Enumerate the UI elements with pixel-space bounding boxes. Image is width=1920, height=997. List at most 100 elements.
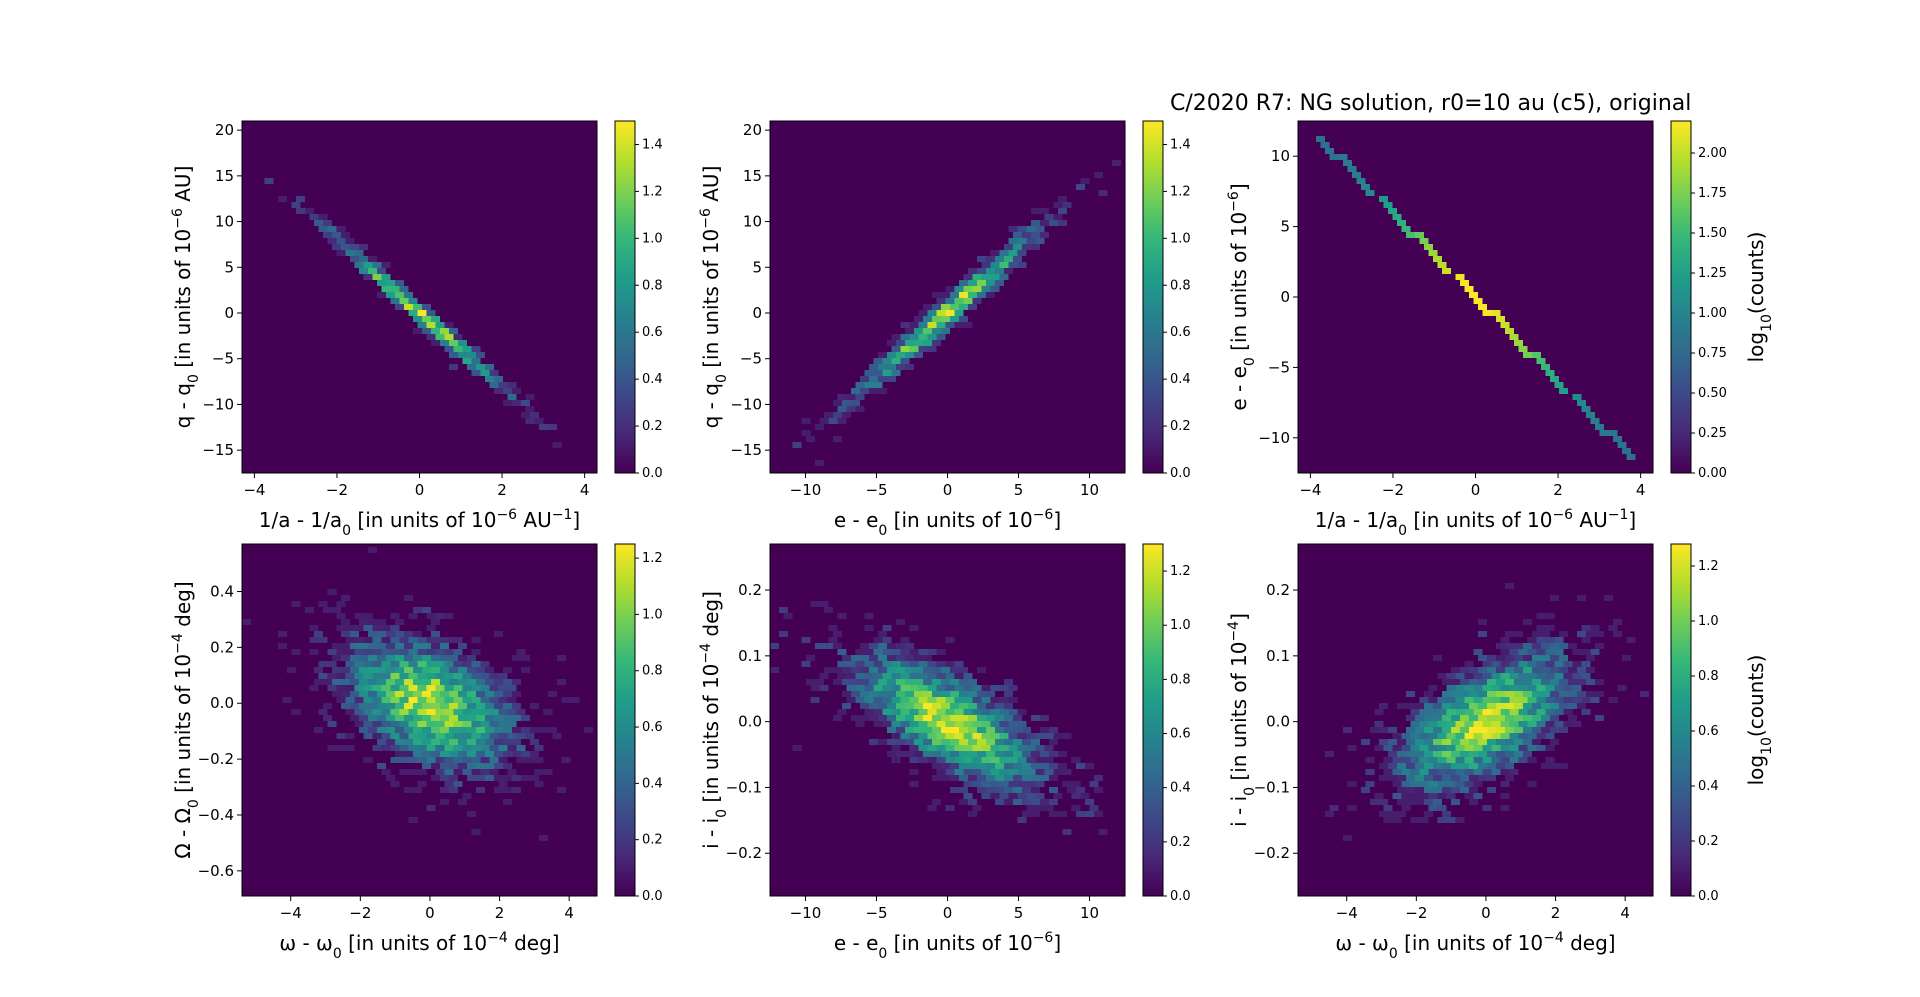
hexbin-cell [404, 595, 413, 601]
hexbin-cell [372, 274, 382, 280]
hexbin-cell [1424, 739, 1433, 745]
hexbin-cell [494, 703, 503, 709]
hexbin-cell [1505, 655, 1514, 661]
hexbin-cell [480, 370, 490, 376]
hexbin-cell [1017, 757, 1027, 763]
hexbin-cell [1541, 667, 1550, 673]
hexbin-cell [936, 697, 946, 703]
hexbin-cell [1410, 781, 1420, 787]
hexbin-cell [1442, 715, 1451, 721]
hexbin-cell [1478, 775, 1487, 781]
hexbin-cell [372, 661, 382, 667]
hexbin-cell [1085, 811, 1094, 817]
hexbin-cell [1518, 661, 1528, 667]
hexbin-cell [462, 793, 472, 799]
hexbin-cell [977, 739, 986, 745]
hexbin-cell [945, 733, 955, 739]
hexbin-cell [530, 739, 539, 745]
hexbin-cell [1406, 691, 1415, 697]
hexbin-cell [417, 649, 427, 655]
hexbin-cell [882, 625, 892, 631]
hexbin-cell [1572, 661, 1582, 667]
hexbin-cell [1464, 661, 1474, 667]
hexbin-cell [1442, 787, 1451, 793]
hexbin-cell [480, 697, 490, 703]
hexbin-cell [968, 268, 977, 274]
hexbin-cell [1058, 196, 1067, 202]
hexbin-cell [426, 673, 436, 679]
hexbin-cell [390, 661, 400, 667]
hexbin-cell [1067, 787, 1076, 793]
hexbin-cell [444, 637, 454, 643]
hexbin-cell [318, 214, 328, 220]
hexbin-cell [449, 655, 458, 661]
hexbin-cell [963, 709, 973, 715]
hexbin-cell [426, 322, 436, 328]
hexbin-cell [905, 340, 914, 346]
hexbin-cell [1424, 727, 1433, 733]
hexbin-cell [864, 673, 874, 679]
colorbar-label: log10(counts) [1744, 232, 1775, 363]
hexbin-cell [882, 709, 892, 715]
hexbin-cell [435, 685, 445, 691]
hexbin-cell [1563, 673, 1573, 679]
hexbin-cell [819, 418, 829, 424]
hexbin-cell [1049, 763, 1058, 769]
hexbin-cell [1514, 340, 1523, 346]
hexbin-cell [918, 697, 928, 703]
hexbin-cell [1559, 643, 1568, 649]
hexbin-cell [498, 781, 508, 787]
hexbin-cell [927, 709, 937, 715]
hexbin-cell [1460, 763, 1469, 769]
y-tick-label: 5 [1280, 218, 1290, 236]
hexbin-cell [995, 256, 1004, 262]
hexbin-cell [887, 679, 896, 685]
x-tick-label: 10 [1080, 904, 1099, 922]
hexbin-cell [1563, 661, 1573, 667]
hexbin-cell [1545, 637, 1555, 643]
hexbin-cell [1437, 769, 1447, 775]
hexbin-cell [377, 619, 386, 625]
hexbin-cell [1563, 721, 1573, 727]
hexbin-cell [444, 673, 454, 679]
hexbin-cell [458, 799, 467, 805]
hexbin-cell [864, 697, 874, 703]
hexbin-cell [408, 769, 418, 775]
hexbin-cell [986, 703, 995, 709]
hexbin-cell [1572, 697, 1582, 703]
hexbin-cell [516, 649, 526, 655]
hexbin-cell [444, 685, 454, 691]
hexbin-cell [431, 763, 440, 769]
hexbin-cell [1514, 727, 1523, 733]
hexbin-cell [1478, 763, 1487, 769]
hexbin-cell [350, 703, 359, 709]
hexbin-cell [1554, 661, 1564, 667]
hexbin-cell [386, 667, 395, 673]
hexbin-cell [422, 727, 431, 733]
hexbin-cell [503, 667, 512, 673]
hexbin-cell [480, 685, 490, 691]
hexbin-cell [1487, 679, 1496, 685]
hexbin-cell [932, 340, 941, 346]
hexbin-cell [1509, 649, 1519, 655]
hexbin-cell [453, 685, 463, 691]
hexbin-cell [395, 292, 404, 298]
hexbin-cell [1500, 322, 1510, 328]
hexbin-cell [1410, 745, 1420, 751]
hexbin-cell [833, 631, 842, 637]
hexbin-cell [1518, 673, 1528, 679]
hexbin-cell [498, 745, 508, 751]
hexbin-cell [1568, 643, 1577, 649]
hexbin-cell [869, 703, 878, 709]
hexbin-cell [1487, 667, 1496, 673]
hexbin-cell [359, 715, 368, 721]
y-tick-label: 0.0 [210, 694, 234, 712]
hexbin-cell [918, 322, 928, 328]
hexbin-cell [869, 376, 878, 382]
hexbin-cell [936, 661, 946, 667]
hexbin-cell [1428, 733, 1438, 739]
hexbin-cell [390, 781, 400, 787]
hexbin-cell [422, 691, 431, 697]
hexbin-cell [1080, 793, 1090, 799]
hexbin-cell [413, 667, 422, 673]
